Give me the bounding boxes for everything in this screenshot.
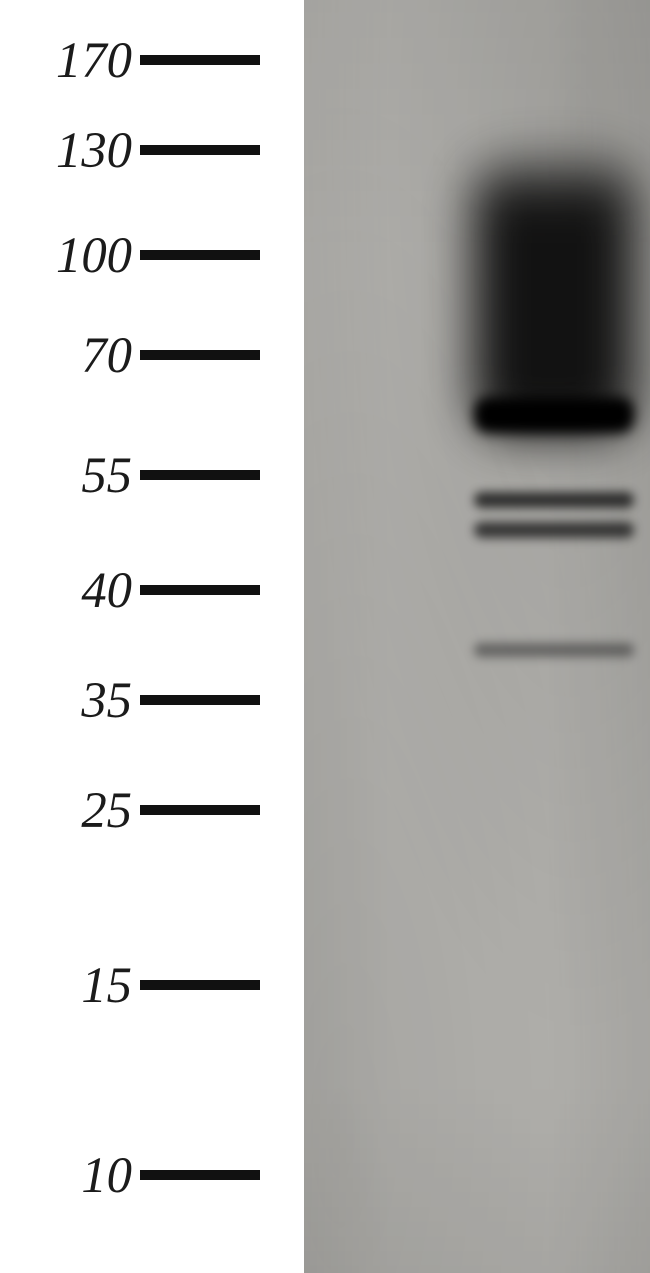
ladder-label-15: 15: [0, 956, 140, 1014]
ladder-label-130: 130: [0, 121, 140, 179]
band-core-band-50b: [474, 522, 634, 538]
ladder-marker-170: 170: [0, 31, 290, 89]
western-blot-figure: 170 130 100 70 55 40 35 25 15 10: [0, 0, 650, 1273]
ladder-tick-35: [140, 695, 260, 705]
ladder-label-10: 10: [0, 1146, 140, 1204]
band-band-50a: [474, 492, 634, 508]
ladder-tick-170: [140, 55, 260, 65]
molecular-weight-ladder: 170 130 100 70 55 40 35 25 15 10: [0, 0, 290, 1273]
ladder-label-100: 100: [0, 226, 140, 284]
ladder-marker-10: 10: [0, 1146, 290, 1204]
ladder-tick-10: [140, 1170, 260, 1180]
ladder-marker-70: 70: [0, 326, 290, 384]
lane-1-control: [314, 0, 464, 1273]
band-core-band-37: [474, 643, 634, 657]
band-core-band-50a: [474, 492, 634, 508]
ladder-tick-25: [140, 805, 260, 815]
ladder-label-55: 55: [0, 446, 140, 504]
ladder-label-25: 25: [0, 781, 140, 839]
ladder-marker-25: 25: [0, 781, 290, 839]
blot-membrane: [304, 0, 650, 1273]
ladder-label-35: 35: [0, 671, 140, 729]
ladder-marker-100: 100: [0, 226, 290, 284]
ladder-marker-130: 130: [0, 121, 290, 179]
band-core-smear-130-70: [474, 145, 634, 435]
band-band-50b: [474, 522, 634, 538]
ladder-tick-130: [140, 145, 260, 155]
ladder-marker-55: 55: [0, 446, 290, 504]
ladder-tick-40: [140, 585, 260, 595]
ladder-marker-35: 35: [0, 671, 290, 729]
ladder-marker-40: 40: [0, 561, 290, 619]
band-smear-130-70: [474, 145, 634, 435]
ladder-tick-55: [140, 470, 260, 480]
band-core-main-band-62: [474, 397, 634, 433]
ladder-tick-100: [140, 250, 260, 260]
ladder-tick-70: [140, 350, 260, 360]
band-band-37: [474, 643, 634, 657]
lane-2-sample: [474, 0, 634, 1273]
ladder-tick-15: [140, 980, 260, 990]
ladder-label-40: 40: [0, 561, 140, 619]
ladder-label-170: 170: [0, 31, 140, 89]
ladder-marker-15: 15: [0, 956, 290, 1014]
ladder-label-70: 70: [0, 326, 140, 384]
band-main-band-62: [474, 397, 634, 433]
